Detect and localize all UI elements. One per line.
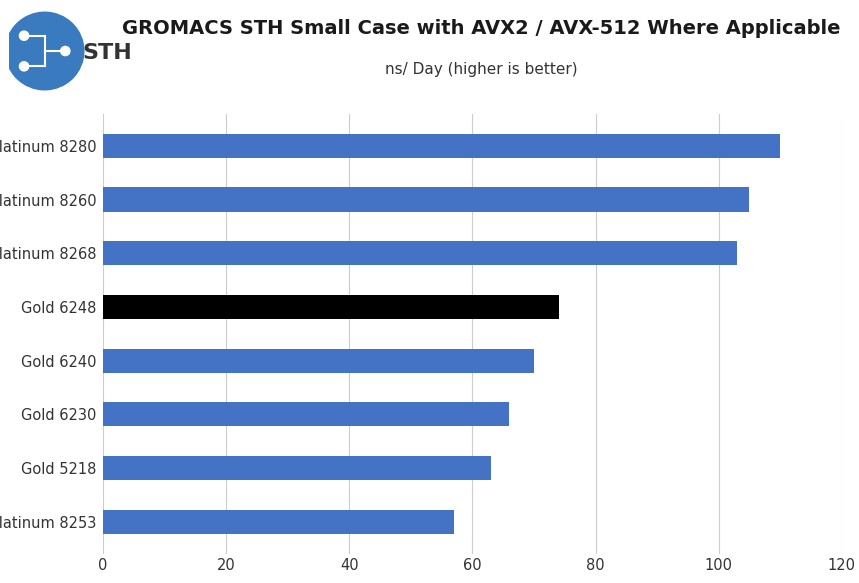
- Circle shape: [20, 62, 28, 71]
- Bar: [103, 241, 737, 265]
- Text: STH: STH: [82, 43, 132, 63]
- Circle shape: [5, 12, 84, 90]
- Bar: [103, 402, 509, 426]
- Text: GROMACS STH Small Case with AVX2 / AVX-512 Where Applicable: GROMACS STH Small Case with AVX2 / AVX-5…: [122, 19, 840, 38]
- Bar: [103, 134, 780, 158]
- Circle shape: [20, 31, 28, 40]
- Bar: [103, 295, 558, 319]
- Bar: [103, 456, 490, 480]
- Bar: [103, 349, 534, 373]
- Bar: [103, 510, 454, 533]
- Circle shape: [61, 47, 70, 55]
- Bar: [103, 188, 749, 212]
- Text: ns/ Day (higher is better): ns/ Day (higher is better): [385, 62, 577, 77]
